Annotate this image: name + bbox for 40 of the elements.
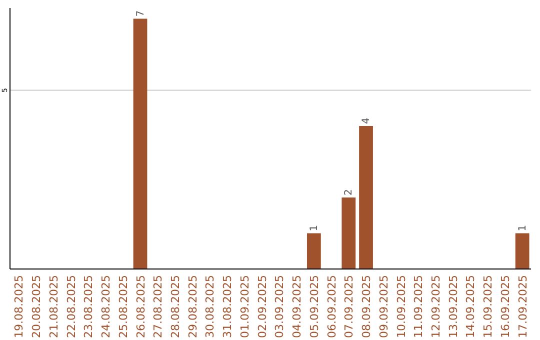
x-tick-label: 16.09.2025 bbox=[498, 275, 512, 338]
bar bbox=[359, 126, 373, 269]
data-label: 7 bbox=[135, 10, 146, 17]
data-label: 1 bbox=[517, 224, 528, 232]
x-tick-label: 19.08.2025 bbox=[12, 275, 26, 338]
x-tick-label: 10.09.2025 bbox=[394, 275, 408, 338]
x-tick-label: 08.09.2025 bbox=[360, 275, 374, 338]
x-tick-label: 31.08.2025 bbox=[221, 275, 234, 338]
x-tick-label: 24.08.2025 bbox=[100, 275, 113, 338]
x-tick-label: 11.09.2025 bbox=[412, 275, 426, 338]
x-tick-label: 17.09.2025 bbox=[516, 275, 530, 338]
x-tick-label: 09.09.2025 bbox=[377, 275, 390, 338]
bar bbox=[515, 233, 530, 269]
x-tick-label: 15.09.2025 bbox=[482, 275, 495, 338]
bar bbox=[306, 233, 321, 269]
x-tick-label: 06.09.2025 bbox=[325, 275, 338, 338]
x-tick-label: 29.08.2025 bbox=[186, 275, 200, 338]
x-tick-label: 07.09.2025 bbox=[342, 275, 356, 338]
x-tick-label: 25.08.2025 bbox=[116, 275, 130, 338]
x-tick-label: 21.08.2025 bbox=[47, 275, 60, 338]
data-label: 2 bbox=[344, 189, 355, 196]
x-tick-label: 13.09.2025 bbox=[446, 275, 460, 338]
bar bbox=[342, 197, 356, 269]
data-label: 1 bbox=[308, 224, 320, 232]
x-tick-label: 14.09.2025 bbox=[464, 275, 478, 338]
x-tick-label: 20.08.2025 bbox=[30, 275, 44, 338]
x-tick-label: 03.09.2025 bbox=[273, 275, 286, 338]
x-tick-label: 30.08.2025 bbox=[204, 275, 217, 338]
x-tick-label: 28.08.2025 bbox=[168, 275, 182, 338]
x-tick-label: 04.09.2025 bbox=[290, 275, 304, 338]
x-tick-label: 22.08.2025 bbox=[64, 275, 78, 338]
x-tick-label: 05.09.2025 bbox=[308, 275, 321, 338]
x-tick-label: 12.09.2025 bbox=[429, 275, 442, 338]
x-tick-label: 02.09.2025 bbox=[256, 275, 269, 338]
data-label: 4 bbox=[361, 118, 372, 124]
x-tick-label: 27.08.2025 bbox=[152, 275, 165, 338]
x-tick-label: 01.09.2025 bbox=[238, 275, 252, 338]
x-tick-label: 26.08.2025 bbox=[134, 275, 148, 338]
bar bbox=[133, 18, 148, 269]
x-tick-label: 23.08.2025 bbox=[82, 275, 96, 338]
